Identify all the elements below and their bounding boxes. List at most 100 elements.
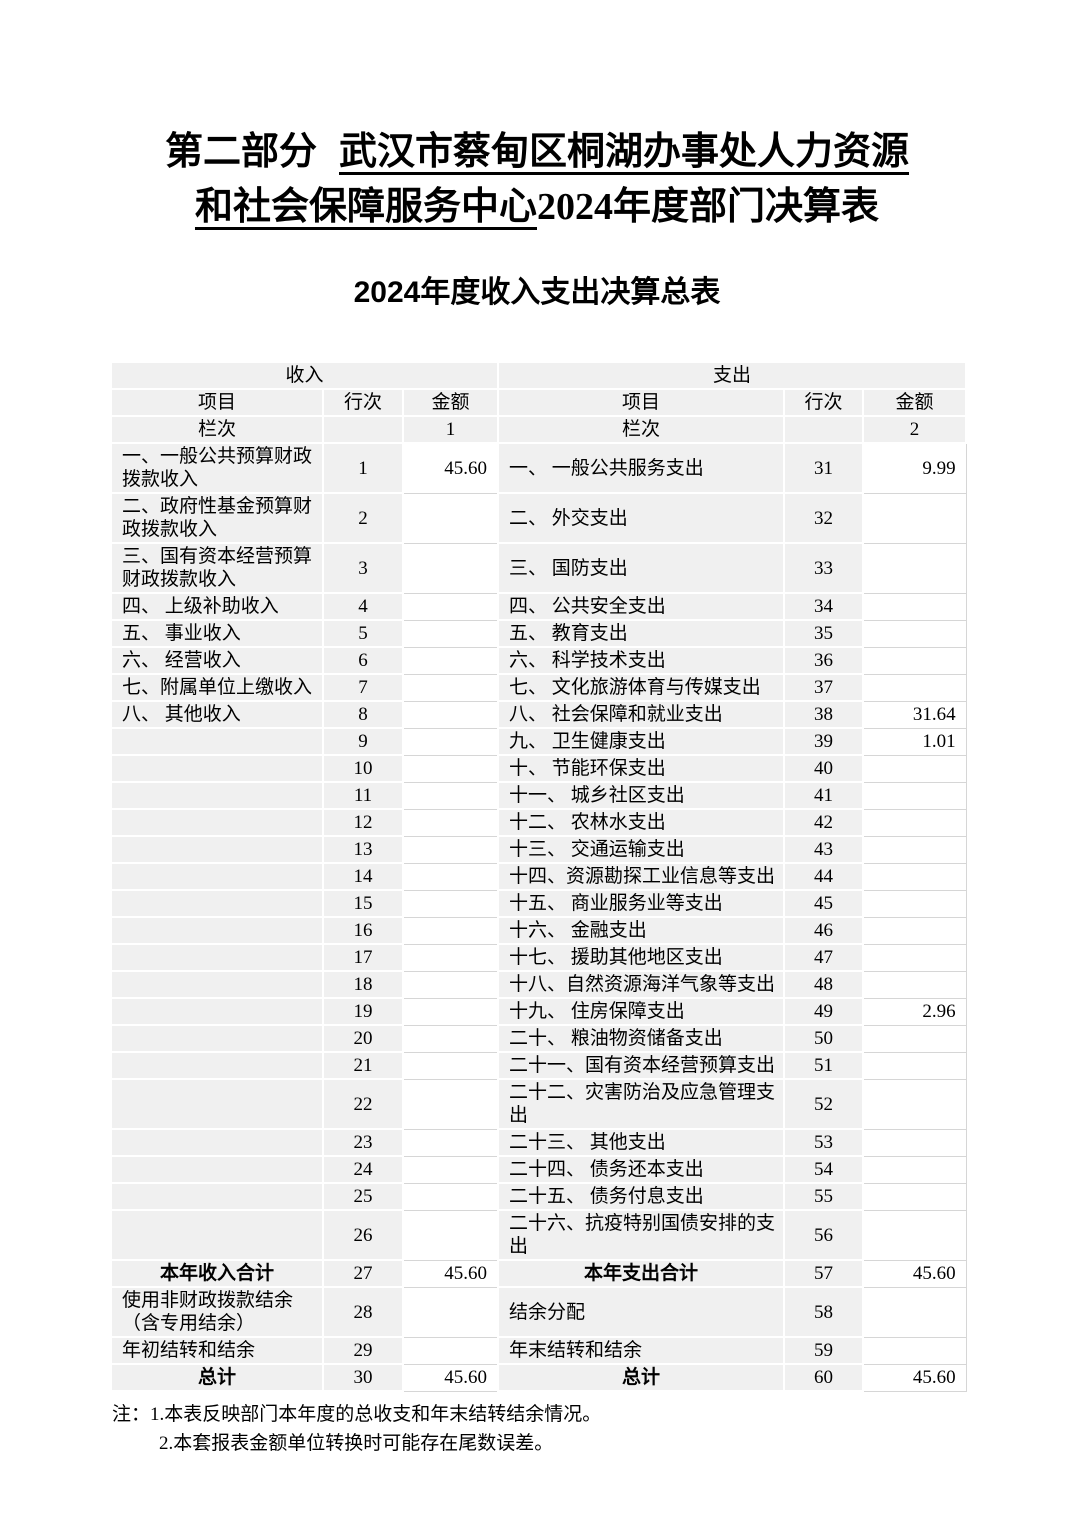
income-item-cell: 总计	[110, 1363, 324, 1392]
income-item-cell: 年初结转和结余	[110, 1336, 324, 1365]
income-amount-cell	[402, 542, 499, 594]
income-item-cell	[110, 1209, 324, 1261]
expense-item-cell: 十八、自然资源海洋气象等支出	[497, 970, 786, 999]
table-row: 使用非财政拨款结余 （含专用结余） 28 结余分配 58	[110, 1286, 967, 1338]
income-item-cell	[110, 835, 324, 864]
income-amount-cell	[402, 727, 499, 756]
expense-item-cell: 二十六、抗疫特别国债安排的支 出	[497, 1209, 786, 1261]
income-amount-cell	[402, 673, 499, 702]
expense-amount-cell	[862, 808, 967, 837]
expense-item-cell: 十四、资源勘探工业信息等支出	[497, 862, 786, 891]
table-notes: 注：1.本表反映部门本年度的总收支和年末结转结余情况。 2.本套报表金额单位转换…	[112, 1400, 1074, 1458]
income-amount-cell	[402, 781, 499, 810]
expense-amount-cell	[862, 673, 967, 702]
expense-line-cell: 51	[783, 1051, 865, 1080]
income-amount-cell	[402, 808, 499, 837]
income-item-cell	[110, 1128, 324, 1157]
table-row: 三、国有资本经营预算 财政拨款收入 3 三、 国防支出 33	[110, 542, 967, 594]
income-line-column-header: 行次	[322, 388, 404, 417]
expense-amount-cell	[862, 754, 967, 783]
table-row: 本年收入合计 27 45.60 本年支出合计 57 45.60	[110, 1259, 967, 1288]
expense-line-cell: 35	[783, 619, 865, 648]
table-row: 23 二十三、 其他支出 53	[110, 1128, 967, 1157]
expense-line-cell: 52	[783, 1078, 865, 1130]
table-row: 一、一般公共预算财政 拨款收入 1 45.60 一、 一般公共服务支出 31 9.99	[110, 442, 967, 494]
income-line-cell: 19	[322, 997, 404, 1026]
income-line-cell: 29	[322, 1336, 404, 1365]
expense-amount-cell	[862, 1336, 967, 1365]
expense-item-cell: 二十四、 债务还本支出	[497, 1155, 786, 1184]
income-item-cell: 二、政府性基金预算财 政拨款收入	[110, 492, 324, 544]
income-item-cell	[110, 754, 324, 783]
income-item-cell: 使用非财政拨款结余 （含专用结余）	[110, 1286, 324, 1338]
income-amount-cell	[402, 889, 499, 918]
income-amount-cell	[402, 862, 499, 891]
income-item-column-header: 项目	[110, 388, 324, 417]
income-item-cell: 四、 上级补助收入	[110, 592, 324, 621]
page-title-organization-name: 武汉市蔡甸区桐湖办事处人力资源和社会保障服务中心	[194, 131, 910, 228]
expense-amount-cell	[862, 1182, 967, 1211]
income-amount-cell	[402, 1128, 499, 1157]
expense-line-cell: 42	[783, 808, 865, 837]
income-amount-cell	[402, 916, 499, 945]
income-amount-cell	[402, 997, 499, 1026]
income-line-cell: 22	[322, 1078, 404, 1130]
income-amount-cell	[402, 970, 499, 999]
income-item-cell: 六、 经营收入	[110, 646, 324, 675]
expense-item-cell: 九、 卫生健康支出	[497, 727, 786, 756]
table-row: 24 二十四、 债务还本支出 54	[110, 1155, 967, 1184]
table-row: 八、 其他收入 8 八、 社会保障和就业支出 38 31.64	[110, 700, 967, 729]
income-item-cell: 五、 事业收入	[110, 619, 324, 648]
expense-line-cell: 59	[783, 1336, 865, 1365]
expense-line-cell: 56	[783, 1209, 865, 1261]
income-amount-cell	[402, 1024, 499, 1053]
income-line-cell: 12	[322, 808, 404, 837]
page-title-suffix: 2024年度部门决算表	[537, 186, 880, 228]
table-row: 六、 经营收入 6 六、 科学技术支出 36	[110, 646, 967, 675]
income-line-cell: 8	[322, 700, 404, 729]
expense-line-cell: 37	[783, 673, 865, 702]
income-item-cell	[110, 1155, 324, 1184]
section-header-row: 收入 支出	[109, 361, 968, 390]
income-item-cell	[110, 1051, 324, 1080]
income-amount-cell	[402, 1051, 499, 1080]
expense-item-cell: 十九、 住房保障支出	[497, 997, 786, 1026]
income-item-cell	[110, 997, 324, 1026]
expense-amount-cell	[862, 1209, 967, 1261]
income-amount-cell	[402, 1336, 499, 1365]
expense-item-cell: 十六、 金融支出	[497, 916, 786, 945]
income-amount-cell	[402, 492, 499, 544]
income-item-cell: 一、一般公共预算财政 拨款收入	[110, 442, 324, 494]
income-item-cell: 本年收入合计	[110, 1259, 324, 1288]
table-row: 15 十五、 商业服务业等支出 45	[110, 889, 967, 918]
expense-column-index-empty-cell	[783, 415, 865, 444]
expense-item-cell: 十、 节能环保支出	[497, 754, 786, 783]
expense-line-cell: 31	[783, 442, 865, 494]
table-row: 20 二十、 粮油物资储备支出 50	[110, 1024, 967, 1053]
note-line-2: 2.本套报表金额单位转换时可能存在尾数误差。	[159, 1433, 554, 1454]
expense-line-cell: 45	[783, 889, 865, 918]
expense-item-cell: 八、 社会保障和就业支出	[497, 700, 786, 729]
income-amount-cell	[402, 700, 499, 729]
expense-line-cell: 34	[783, 592, 865, 621]
expense-amount-cell	[862, 619, 967, 648]
expense-line-cell: 44	[783, 862, 865, 891]
expense-amount-cell	[862, 916, 967, 945]
income-amount-cell	[402, 1078, 499, 1130]
income-item-cell	[110, 889, 324, 918]
expense-item-cell: 四、 公共安全支出	[497, 592, 786, 621]
table-row: 21 二十一、国有资本经营预算支出 51	[110, 1051, 967, 1080]
note-line-1: 注：1.本表反映部门本年度的总收支和年末结转结余情况。	[112, 1404, 602, 1425]
income-line-cell: 16	[322, 916, 404, 945]
column-index-row: 栏次 1 栏次 2	[110, 415, 968, 444]
expense-amount-cell	[862, 592, 967, 621]
expense-item-cell: 结余分配	[497, 1286, 786, 1338]
income-item-cell: 八、 其他收入	[110, 700, 324, 729]
expense-line-cell: 48	[783, 970, 865, 999]
income-amount-column-header: 金额	[401, 388, 500, 417]
table-row: 四、 上级补助收入 4 四、 公共安全支出 34	[110, 592, 967, 621]
expense-item-cell: 二十五、 债务付息支出	[497, 1182, 786, 1211]
table-row: 11 十一、 城乡社区支出 41	[110, 781, 967, 810]
expense-amount-cell	[862, 646, 967, 675]
expense-amount-cell: 31.64	[862, 700, 967, 729]
